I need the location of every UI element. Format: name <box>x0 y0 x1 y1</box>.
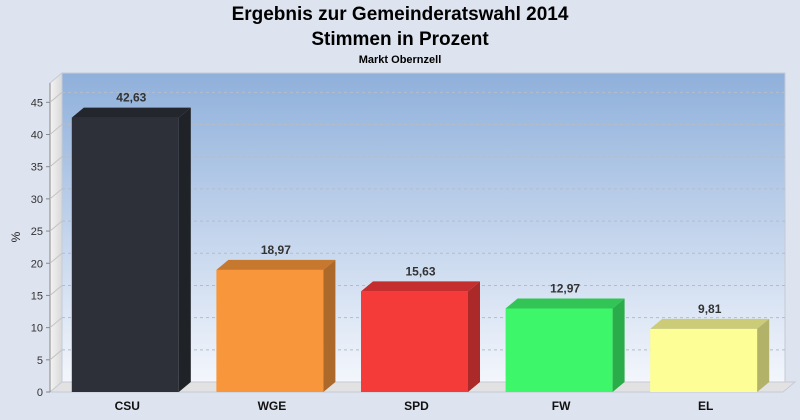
chart-location: Markt Obernzell <box>358 54 442 66</box>
y-axis-ticks: 0 5 10 15 20 25 30 35 40 45 <box>31 97 50 399</box>
bar-wge <box>216 259 336 392</box>
y-tick-label: 15 <box>31 290 43 302</box>
value-label-el: 9,81 <box>698 302 722 316</box>
y-tick-label: 10 <box>31 323 43 335</box>
x-tick-label-fw: FW <box>552 399 571 413</box>
grid-line-side <box>49 156 63 168</box>
bar-el <box>650 318 770 392</box>
value-label-csu: 42,63 <box>116 91 146 105</box>
y-tick-label: 0 <box>37 387 43 399</box>
chart-title: Ergebnis zur Gemeinderatswahl 2014 <box>231 4 569 25</box>
y-tick-label: 30 <box>31 194 43 206</box>
bar-fw <box>505 298 625 392</box>
y-tick-label: 35 <box>31 162 43 174</box>
value-label-spd: 15,63 <box>405 264 435 278</box>
x-axis-labels: CSU WGE SPD FW EL <box>115 399 714 413</box>
grid-line-side <box>49 124 63 135</box>
grid-line-side <box>49 220 63 232</box>
bar-spd <box>360 281 481 392</box>
bar-csu <box>71 107 191 393</box>
y-tick-label: 40 <box>31 130 43 142</box>
grid-line-side <box>49 252 63 264</box>
x-tick-label-spd: SPD <box>404 399 429 413</box>
grid-line-side <box>49 285 63 296</box>
x-tick-label-el: EL <box>698 399 713 413</box>
x-tick-label-wge: WGE <box>258 399 287 413</box>
grid-line-side <box>49 188 63 200</box>
grid-line-side <box>49 317 63 329</box>
y-tick-label: 5 <box>37 355 43 367</box>
y-axis-label: % <box>9 231 23 242</box>
value-label-wge: 18,97 <box>261 243 291 257</box>
x-tick-label-csu: CSU <box>115 399 140 413</box>
value-label-fw: 12,97 <box>550 282 580 296</box>
y-tick-label: 20 <box>31 258 43 270</box>
grid-line-side <box>49 349 63 361</box>
chart-subtitle: Stimmen in Prozent <box>311 29 489 50</box>
bars: 42,63 18,97 15,63 12,97 9,81 <box>71 91 770 393</box>
y-tick-label: 25 <box>31 226 43 238</box>
y-tick-label: 45 <box>31 97 43 109</box>
grid-line-side <box>49 91 63 103</box>
